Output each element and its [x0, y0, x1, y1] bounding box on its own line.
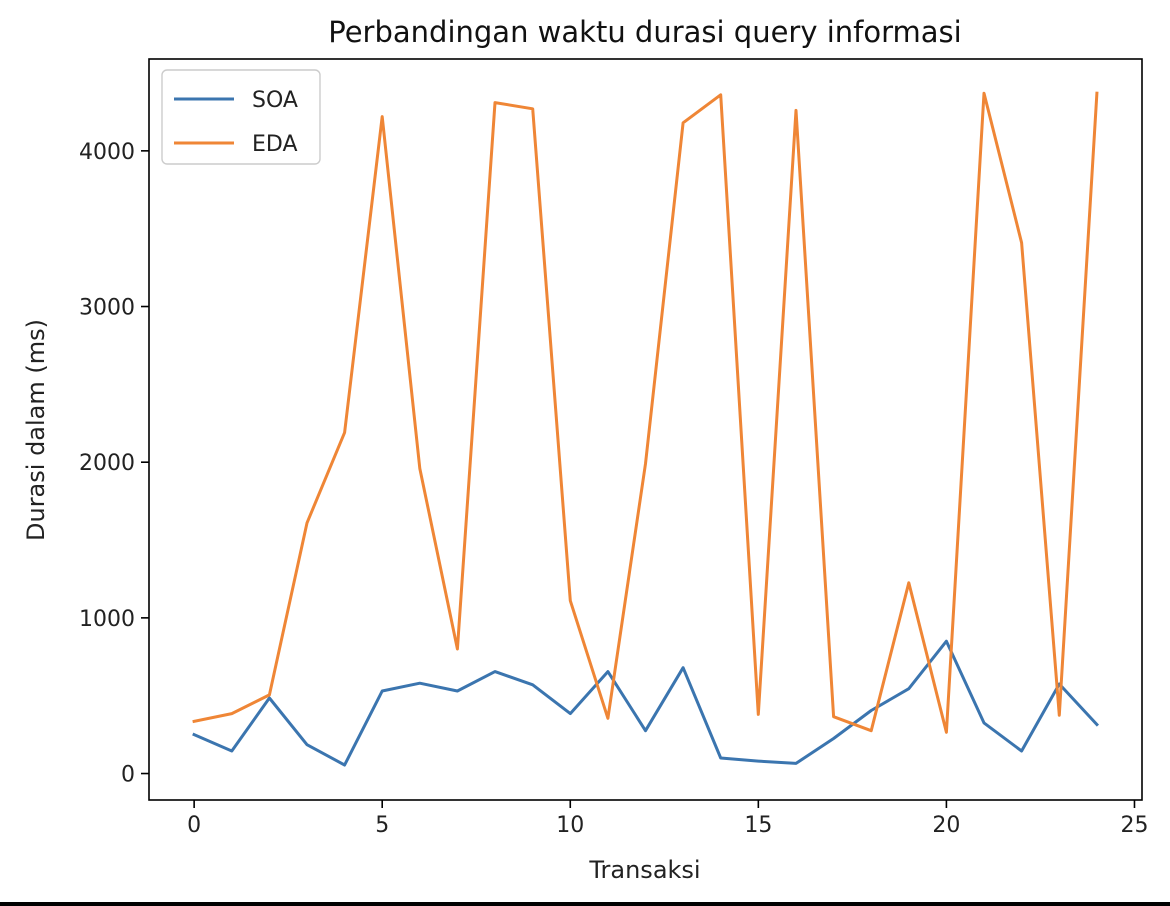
x-axis: 0 5 10 15 20 25: [187, 800, 1148, 838]
x-tick-label: 5: [375, 813, 389, 838]
x-tick-label: 15: [744, 813, 772, 838]
y-tick-label: 4000: [79, 140, 135, 165]
x-tick-label: 25: [1120, 813, 1148, 838]
y-tick-label: 3000: [79, 296, 135, 321]
legend-label-eda: EDA: [252, 132, 298, 157]
y-tick-label: 2000: [79, 451, 135, 476]
chart-title: Perbandingan waktu durasi query informas…: [328, 15, 961, 49]
plot-frame: [148, 58, 1143, 801]
series-line-soa: [192, 639, 1100, 767]
y-axis: 0 1000 2000 3000 4000: [79, 140, 149, 788]
x-tick-label: 10: [556, 813, 584, 838]
y-tick-label: 1000: [79, 607, 135, 632]
x-tick-label: 20: [932, 813, 960, 838]
y-axis-title: Durasi dalam (ms): [22, 319, 50, 541]
legend: SOA EDA: [161, 69, 321, 165]
legend-box: [161, 69, 321, 165]
bottom-border: [0, 902, 1170, 906]
series-line-eda: [192, 91, 1099, 734]
x-tick-label: 0: [187, 813, 201, 838]
x-axis-title: Transaksi: [588, 856, 700, 884]
y-tick-label: 0: [121, 763, 135, 788]
legend-label-soa: SOA: [252, 88, 298, 113]
series-group: [192, 91, 1100, 767]
